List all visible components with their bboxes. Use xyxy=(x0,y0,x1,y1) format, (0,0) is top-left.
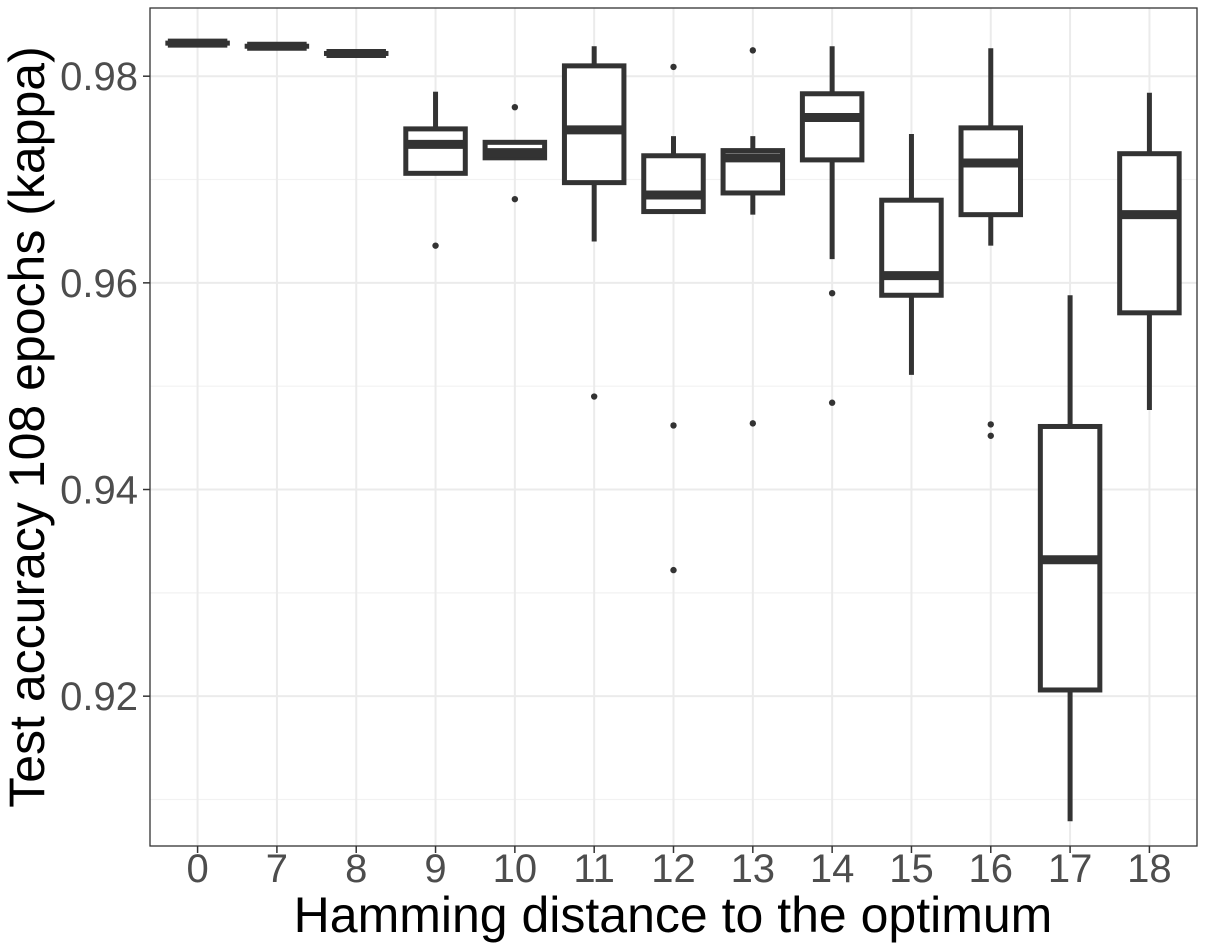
x-tick-label: 7 xyxy=(266,847,288,891)
box-iqr xyxy=(561,63,627,186)
box-group xyxy=(720,47,786,427)
box-group xyxy=(1037,295,1103,822)
outlier-point xyxy=(987,432,994,439)
box-iqr xyxy=(403,126,468,176)
x-tick-label: 9 xyxy=(424,847,446,891)
x-tick-label: 10 xyxy=(493,847,538,891)
box-layer xyxy=(165,38,1182,822)
box-group xyxy=(1117,92,1182,410)
box-group xyxy=(958,48,1024,439)
outlier-point xyxy=(670,63,677,71)
box-iqr xyxy=(879,197,944,298)
x-tick-label: 12 xyxy=(651,847,696,891)
y-tick-label: 0.94 xyxy=(60,469,138,513)
box-group xyxy=(561,46,627,400)
x-tick-label: 17 xyxy=(1048,847,1093,891)
box-group xyxy=(799,46,865,406)
box-iqr xyxy=(641,153,706,215)
outlier-point xyxy=(828,289,836,297)
outlier-point xyxy=(511,195,519,203)
y-tick-label: 0.96 xyxy=(60,262,138,306)
box-group xyxy=(879,134,944,375)
x-tick-label: 18 xyxy=(1127,847,1172,891)
x-axis-title: Hamming distance to the optimum xyxy=(294,887,1053,943)
box-iqr xyxy=(958,125,1024,218)
y-tick-label: 0.92 xyxy=(60,675,138,719)
outlier-point xyxy=(511,103,519,111)
box-group xyxy=(403,91,468,249)
box-iqr xyxy=(799,91,865,163)
x-tick-label: 11 xyxy=(573,847,615,891)
box-group xyxy=(482,103,548,203)
box-group xyxy=(641,63,706,574)
outlier-point xyxy=(749,47,757,54)
axis-layer: 0.92 0.94 0.96 0.98 0 7 8 9 10 11 12 13 14 15 16 17 18 xyxy=(60,55,1172,891)
outlier-point xyxy=(670,422,677,429)
box-iqr xyxy=(1117,151,1182,316)
outlier-point xyxy=(590,393,598,400)
outlier-point xyxy=(749,420,757,427)
outlier-point xyxy=(987,421,994,428)
x-tick-label: 14 xyxy=(810,847,855,891)
x-tick-label: 8 xyxy=(345,847,367,891)
x-tick-label: 15 xyxy=(889,847,934,891)
outlier-point xyxy=(670,566,677,574)
y-tick-label: 0.98 xyxy=(60,55,138,99)
x-tick-label: 0 xyxy=(186,847,208,891)
x-tick-label: 13 xyxy=(731,847,776,891)
outlier-point xyxy=(432,242,439,249)
x-tick-label: 16 xyxy=(969,847,1014,891)
y-axis-title: Test accuracy 108 epochs (kappa) xyxy=(0,46,55,808)
outlier-point xyxy=(828,399,836,406)
